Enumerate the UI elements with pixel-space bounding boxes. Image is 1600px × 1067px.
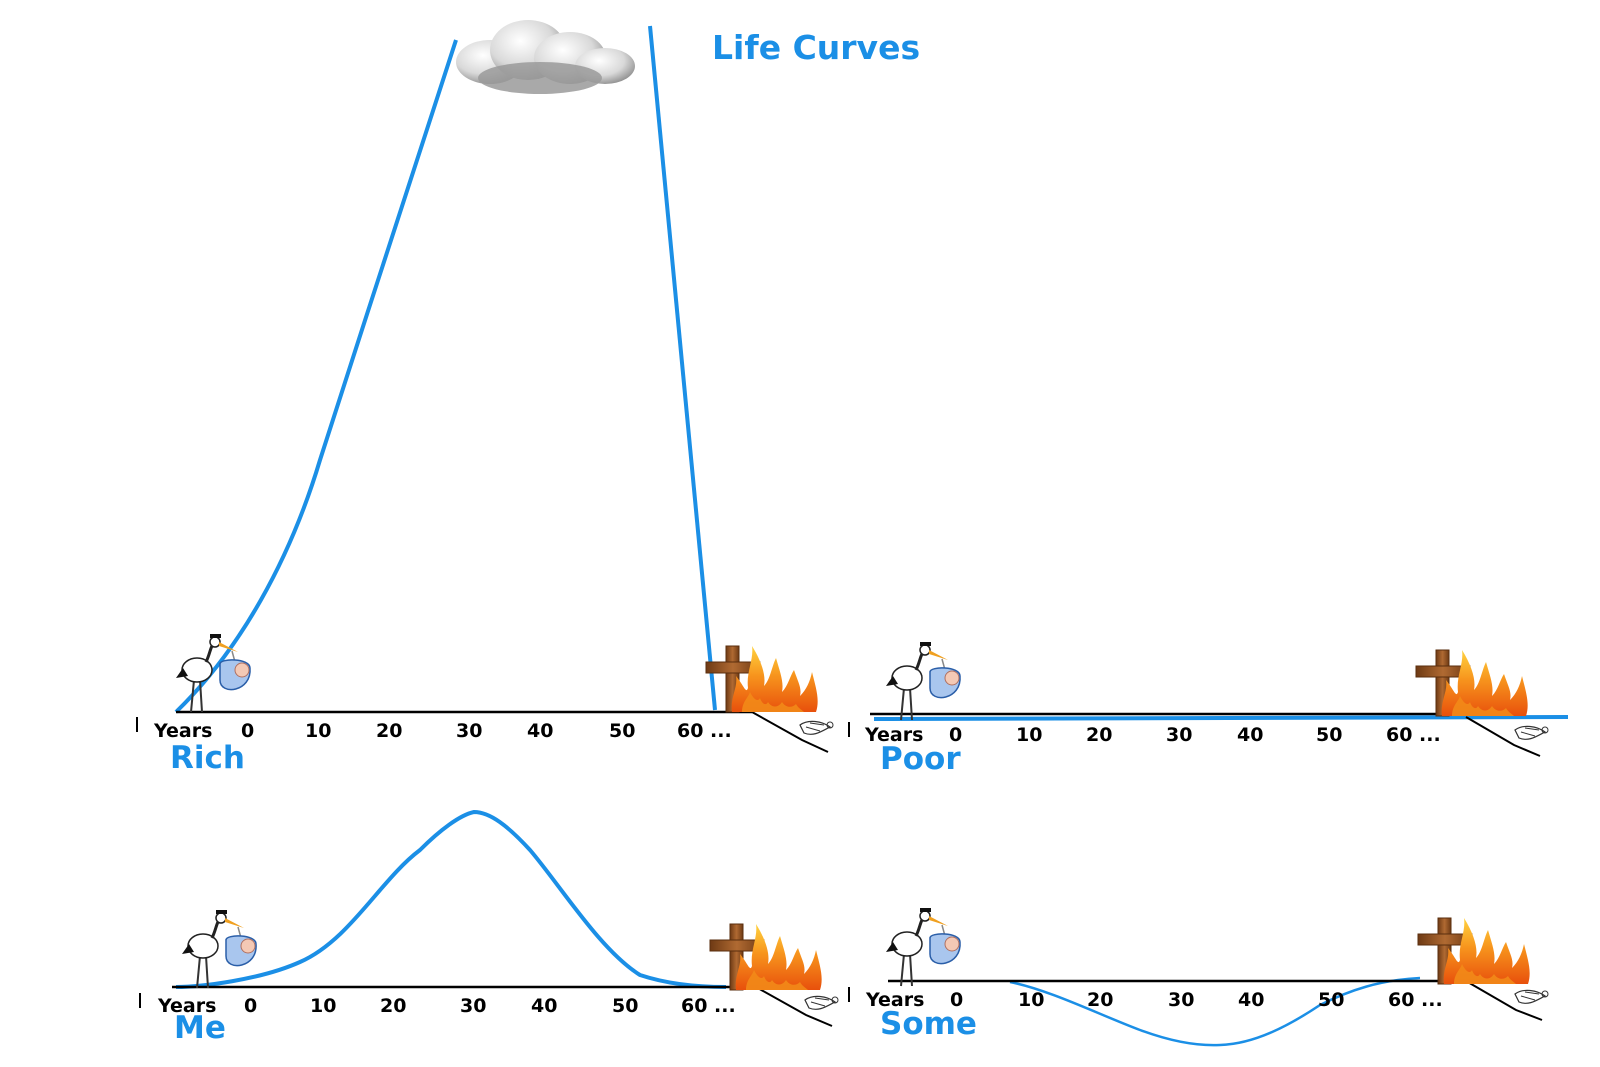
rich-tick-label: 50: [609, 720, 635, 742]
some-tick-label: 50: [1318, 989, 1344, 1011]
me-tick-label: 0: [244, 995, 257, 1017]
me-panel-label: Me: [174, 1010, 226, 1046]
stork-with-baby-icon: [176, 634, 251, 713]
cloud-icon: [456, 20, 635, 94]
poor-axis-ticks: 0 10 20 30 40 50 60 ...: [949, 724, 1441, 746]
panel-poor: Years 0 10 20 30 40 50 60 ... Poor: [848, 642, 1569, 777]
fire-icon: [735, 924, 822, 990]
me-tick-label: 40: [531, 995, 557, 1017]
rich-fall-line: [648, 25, 717, 711]
falling-figure-icon: [804, 995, 839, 1010]
poor-tick-label: 40: [1237, 724, 1263, 746]
some-tick-label: 30: [1168, 989, 1194, 1011]
some-panel-label: Some: [880, 1006, 977, 1042]
panel-me: Years 0 10 20 30 40 50 60 ... Me: [139, 809, 839, 1046]
me-tick-label: 50: [612, 995, 638, 1017]
some-tick-label: 20: [1087, 989, 1113, 1011]
poor-tick-label: 50: [1316, 724, 1342, 746]
poor-tick-label: 60 ...: [1386, 724, 1441, 746]
poor-panel-label: Poor: [880, 741, 961, 777]
fire-icon: [1441, 650, 1528, 716]
poor-axis-prefix: Years: [864, 724, 923, 746]
fire-icon: [731, 646, 818, 712]
rich-tick-label: 60 ...: [677, 720, 732, 742]
me-life-curve: [175, 809, 727, 989]
some-tick-label: 10: [1018, 989, 1044, 1011]
panel-rich: Years 0 10 20 30 40 50 60 ... Rich: [136, 20, 834, 776]
me-axis-ticks: 0 10 20 30 40 50 60 ...: [244, 995, 736, 1017]
some-life-curve: [1009, 976, 1421, 1047]
panel-some: Years 0 10 20 30 40 50 60 ... Some: [848, 908, 1549, 1047]
me-drop-line: [755, 986, 833, 1027]
stork-with-baby-icon: [886, 642, 961, 721]
poor-tick-label: 10: [1016, 724, 1042, 746]
rich-tick-label: 30: [456, 720, 482, 742]
fire-icon: [1443, 918, 1530, 984]
rich-drop-line: [751, 711, 829, 753]
falling-figure-icon: [1514, 725, 1549, 740]
poor-tick-label: 20: [1086, 724, 1112, 746]
some-tick-label: 0: [950, 989, 963, 1011]
some-axis-ticks: 0 10 20 30 40 50 60 ...: [950, 989, 1443, 1011]
rich-tick-label: 40: [527, 720, 553, 742]
rich-life-curve: [174, 39, 458, 714]
falling-figure-icon: [1514, 989, 1549, 1004]
rich-tick-label: 0: [241, 720, 254, 742]
rich-tick-label: 10: [305, 720, 331, 742]
me-tick-label: 10: [310, 995, 336, 1017]
stork-with-baby-icon: [886, 908, 961, 987]
poor-tick-label: 30: [1166, 724, 1192, 746]
some-drop-line: [1465, 980, 1543, 1021]
some-tick-label: 40: [1238, 989, 1264, 1011]
me-tick-label: 60 ...: [681, 995, 736, 1017]
page-title: Life Curves: [712, 28, 921, 67]
falling-figure-icon: [799, 720, 834, 735]
poor-drop-line: [1465, 716, 1541, 757]
some-axis-prefix: Years: [865, 989, 924, 1011]
poor-life-curve: [873, 715, 1569, 721]
stork-with-baby-icon: [182, 910, 257, 989]
rich-panel-label: Rich: [170, 740, 245, 776]
me-tick-label: 20: [380, 995, 406, 1017]
me-axis-prefix: Years: [157, 995, 216, 1017]
rich-axis-ticks: 0 10 20 30 40 50 60 ...: [241, 720, 732, 742]
me-tick-label: 30: [460, 995, 486, 1017]
rich-axis-prefix: Years: [153, 720, 212, 742]
rich-tick-label: 20: [376, 720, 402, 742]
poor-tick-label: 0: [949, 724, 962, 746]
some-tick-label: 60 ...: [1388, 989, 1443, 1011]
